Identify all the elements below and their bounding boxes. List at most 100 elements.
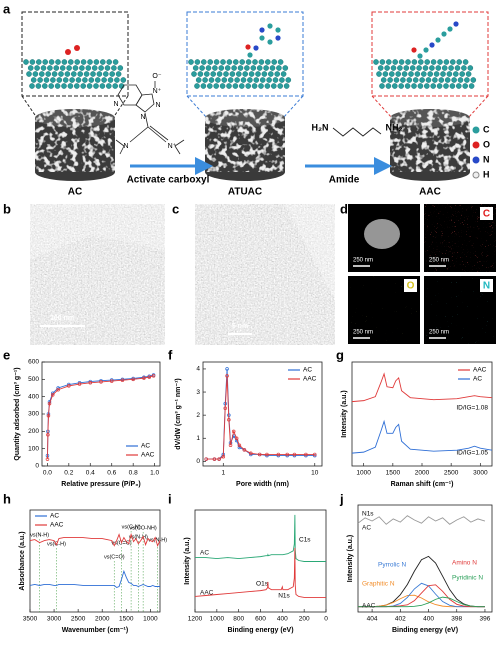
x-tick-label: 2000 xyxy=(415,470,430,477)
y-axis-title: Absorbance (a.u.) xyxy=(19,531,26,590)
carbon-atom xyxy=(397,65,403,71)
carbon-atom xyxy=(248,71,255,77)
x-tick-label: 3500 xyxy=(23,616,38,623)
carbon-atom xyxy=(48,83,55,89)
atom xyxy=(259,35,265,41)
x-tick-label: 200 xyxy=(299,616,310,623)
carbon-atom xyxy=(72,65,79,71)
carbon-atom xyxy=(454,65,461,71)
x-tick-label: 800 xyxy=(233,616,244,623)
annotation: C1s xyxy=(299,537,311,544)
x-tick-label: 1500 xyxy=(119,616,134,623)
charts: e0.0 0.2 0.4 0.6 0.8 1.00100200300400500600Re… xyxy=(3,347,493,634)
carbon-atom xyxy=(51,71,58,77)
carbon-atom xyxy=(219,83,226,89)
carbon-atom xyxy=(32,71,39,77)
reagent-structure xyxy=(115,81,185,155)
atom xyxy=(247,52,253,58)
scale-label: 100 nm xyxy=(50,315,74,322)
legend-label: AC xyxy=(473,376,482,383)
carbon-atom xyxy=(43,77,50,83)
carbon-atom xyxy=(423,83,430,89)
carbon-atom xyxy=(216,71,223,77)
oxygen-atom xyxy=(411,47,417,53)
material-label: AC xyxy=(68,187,82,198)
x-axis-title: Relative pressure (P/P₀) xyxy=(61,481,140,488)
carbon-atom xyxy=(430,59,437,65)
carbon-atom xyxy=(436,83,443,89)
x-tick-label: 0.8 xyxy=(129,470,138,477)
carbon-atom xyxy=(74,83,80,89)
carbon-atom xyxy=(416,65,422,71)
point xyxy=(88,381,93,385)
x-tick-label: 1200 xyxy=(188,616,203,623)
point xyxy=(47,401,52,406)
x-tick-label: 402 xyxy=(395,616,406,623)
tem-image xyxy=(195,204,335,345)
atom-label: N xyxy=(155,102,160,109)
carbon-atom xyxy=(111,65,117,71)
carbon-atom xyxy=(417,59,424,65)
x-tick-label: 0.4 xyxy=(86,470,95,477)
carbon-atom xyxy=(218,65,225,71)
x-tick-label: 3000 xyxy=(47,616,62,623)
carbon-atom xyxy=(200,83,207,89)
carbon-atom xyxy=(388,71,395,77)
carbon-atom xyxy=(405,59,411,65)
annotation: νs(N-H) xyxy=(129,534,148,540)
x-axis-title: Binding energy (eV) xyxy=(392,627,458,634)
panel-label: g xyxy=(336,347,344,362)
carbon-atom xyxy=(266,77,272,83)
carbon-atom xyxy=(103,71,109,77)
series-label: Graphitic N xyxy=(362,581,395,588)
haadf-particle xyxy=(364,219,400,249)
x-tick-label: 1000 xyxy=(143,616,158,623)
carbon-atom xyxy=(29,59,36,65)
carbon-atom xyxy=(404,83,411,89)
x-tick-label: 0 xyxy=(324,616,328,623)
series-label: Pyrrolic N xyxy=(378,562,406,569)
point xyxy=(257,452,262,457)
atom xyxy=(441,31,447,37)
carbon-atom xyxy=(96,71,103,77)
legend-label: C xyxy=(483,124,490,134)
carbon-atom xyxy=(401,71,408,77)
point xyxy=(292,452,297,457)
scale-label: 250 nm xyxy=(429,258,449,264)
carbon-atom xyxy=(210,71,216,77)
carbon-atom xyxy=(55,59,61,65)
carbon-atom xyxy=(58,71,64,77)
carbon-atom xyxy=(424,59,431,65)
scale-label: 250 nm xyxy=(429,330,449,336)
carbon-atom xyxy=(226,59,233,65)
point xyxy=(237,443,242,447)
oxygen-atom xyxy=(245,44,251,50)
carbon-atom xyxy=(64,71,71,77)
x-tick-label: 1000 xyxy=(210,616,225,623)
scale-label: 250 nm xyxy=(353,258,373,264)
carbon-atom xyxy=(36,59,42,65)
carbon-atom xyxy=(50,77,56,83)
carbon-atom xyxy=(251,83,258,89)
panel-label: h xyxy=(3,491,11,506)
series-label: AAC xyxy=(200,590,214,597)
panel-label: b xyxy=(3,201,11,216)
legend-label: AC xyxy=(141,443,150,450)
legend-label: N xyxy=(483,154,490,164)
carbon-atom xyxy=(104,65,111,71)
point xyxy=(285,452,289,457)
carbon-atom xyxy=(443,83,449,89)
step-label: Amide xyxy=(329,175,360,186)
carbon-atom xyxy=(400,77,406,83)
carbon-atom xyxy=(115,71,122,77)
carbon-atom xyxy=(462,83,469,89)
series-line xyxy=(206,368,315,460)
carbon-atom xyxy=(376,71,382,77)
y-tick-label: 100 xyxy=(28,445,39,452)
atom-label: N xyxy=(140,114,145,121)
carbon-atom xyxy=(443,59,450,65)
carbon-atom xyxy=(438,77,445,83)
scale-label: 250 nm xyxy=(353,330,373,336)
carbon-atom xyxy=(448,65,454,71)
